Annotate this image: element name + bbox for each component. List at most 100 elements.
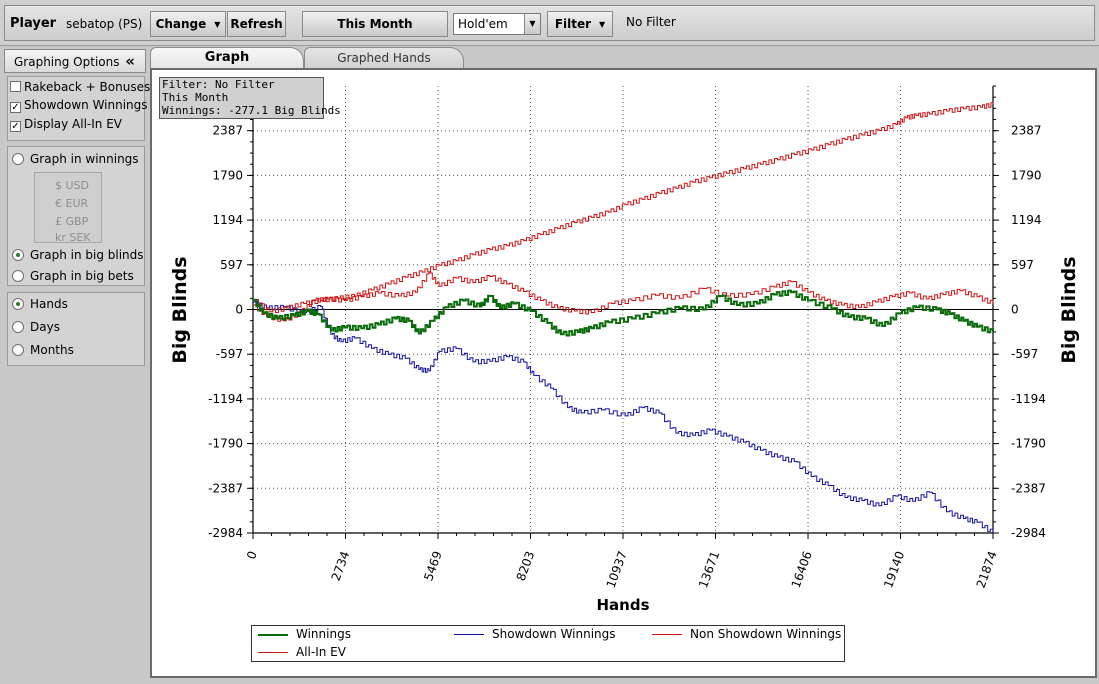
tab-graph-label: Graph	[204, 50, 250, 65]
radio-selected-icon[interactable]	[12, 249, 24, 261]
months-label: Months	[30, 343, 74, 357]
legend-item-all-in-ev: All-In EV	[258, 645, 346, 659]
game-type-select[interactable]: Hold'em ▼	[453, 13, 541, 35]
filter-button[interactable]: Filter ▼	[547, 11, 613, 37]
y-tick-label-left: -597	[216, 347, 243, 361]
y-axis-title-left: Big Blinds	[169, 256, 191, 363]
checkbox-checked-icon[interactable]: ✓	[10, 121, 21, 132]
y-tick-label-right: -2984	[1011, 526, 1046, 540]
y-tick-label-right: -1194	[1011, 392, 1046, 406]
radio-icon[interactable]	[12, 321, 24, 333]
x-axis-title: Hands	[596, 596, 649, 614]
display-allin-ev-label: Display All-In EV	[24, 117, 123, 131]
game-type-value: Hold'em	[458, 17, 508, 31]
y-tick-label-right: -597	[1011, 347, 1038, 361]
y-tick-label-right: 2387	[1011, 124, 1042, 138]
y-tick-label-left: 1194	[212, 213, 243, 227]
legend-item-winnings: Winnings	[258, 627, 351, 641]
graph-in-big-blinds-label: Graph in big blinds	[30, 248, 144, 262]
rakeback-bonuses-label: Rakeback + Bonuses	[24, 80, 151, 94]
legend-swatch	[454, 634, 484, 635]
x-tick-label: 10937	[604, 549, 630, 590]
refresh-button[interactable]: Refresh	[227, 11, 286, 37]
legend-swatch	[258, 652, 288, 653]
hands-radio[interactable]: Hands	[12, 297, 68, 311]
period-button[interactable]: This Month	[302, 11, 448, 37]
dropdown-arrow-icon: ▼	[599, 19, 606, 29]
collapse-icon[interactable]: «	[125, 52, 135, 70]
series-line-showdown-winnings	[253, 300, 994, 533]
display-allin-ev-checkbox[interactable]: ✓ Display All-In EV	[10, 117, 122, 132]
y-tick-label-left: -1194	[208, 392, 243, 406]
player-label: Player	[10, 16, 57, 31]
x-tick-label: 8203	[514, 549, 538, 582]
currency-usd: $ USD	[55, 179, 89, 192]
series-line-non-showdown-winnings	[253, 272, 994, 322]
radio-icon[interactable]	[12, 153, 24, 165]
legend-swatch	[258, 633, 288, 636]
period-button-label: This Month	[337, 17, 413, 31]
currency-eur: € EUR	[55, 197, 89, 210]
chart-labels: 0 2734 5469 8203 10937 13671 16406 19140 21874 23…	[169, 124, 1080, 614]
hands-label: Hands	[30, 297, 68, 311]
currency-sek: kr SEK	[55, 231, 91, 244]
x-tick-label: 2734	[329, 549, 353, 582]
months-radio[interactable]: Months	[12, 343, 74, 357]
showdown-winnings-label: Showdown Winnings	[24, 98, 148, 112]
days-label: Days	[30, 320, 60, 334]
y-tick-label-left: -1790	[208, 437, 243, 451]
y-tick-label-right: 0	[1011, 303, 1019, 317]
radio-selected-icon[interactable]	[12, 298, 24, 310]
x-tick-label: 0	[244, 549, 260, 561]
refresh-button-label: Refresh	[230, 17, 283, 31]
legend-label: Non Showdown Winnings	[690, 627, 842, 641]
rakeback-bonuses-checkbox[interactable]: Rakeback + Bonuses	[10, 80, 150, 94]
y-tick-label-right: 1790	[1011, 168, 1042, 182]
legend-item-showdown-winnings: Showdown Winnings	[454, 627, 616, 641]
x-tick-label: 13671	[696, 549, 722, 590]
change-button-label: Change	[155, 17, 207, 31]
y-tick-label-left: -2387	[208, 481, 243, 495]
radio-icon[interactable]	[12, 344, 24, 356]
x-tick-label: 5469	[421, 549, 445, 582]
graph-in-big-bets-label: Graph in big bets	[30, 269, 134, 283]
tab-graphed-hands[interactable]: Graphed Hands	[304, 47, 464, 69]
graph-in-big-blinds-radio[interactable]: Graph in big blinds	[12, 248, 144, 262]
y-tick-label-left: 0	[235, 303, 243, 317]
player-name: sebatop (PS)	[66, 17, 143, 31]
legend-swatch	[652, 634, 682, 635]
graph-in-winnings-radio[interactable]: Graph in winnings	[12, 152, 139, 166]
legend-label: Winnings	[296, 627, 351, 641]
filter-button-label: Filter	[554, 17, 592, 31]
tab-graph[interactable]: Graph	[150, 47, 304, 69]
chart-legend: Winnings Showdown Winnings Non Showdown …	[251, 625, 845, 662]
radio-icon[interactable]	[12, 270, 24, 282]
graph-in-winnings-label: Graph in winnings	[30, 152, 139, 166]
legend-item-non-showdown-winnings: Non Showdown Winnings	[652, 627, 841, 641]
graphing-options-title: Graphing Options	[14, 55, 120, 69]
change-button[interactable]: Change ▼	[150, 11, 226, 37]
series-line-all-in-ev	[253, 102, 994, 313]
checkbox-icon[interactable]	[10, 81, 21, 92]
filter-status: No Filter	[626, 15, 676, 29]
y-tick-label-right: -2387	[1011, 481, 1046, 495]
y-axis-title-right: Big Blinds	[1058, 256, 1080, 363]
y-tick-label-right: -1790	[1011, 437, 1046, 451]
days-radio[interactable]: Days	[12, 320, 60, 334]
checkbox-checked-icon[interactable]: ✓	[10, 102, 21, 113]
graphing-options-header: Graphing Options «	[4, 49, 146, 73]
currency-gbp: £ GBP	[55, 215, 89, 228]
filter-info-box: Filter: No Filter This Month Winnings: -…	[159, 77, 341, 119]
chart-axes	[247, 85, 999, 539]
chart-grid	[253, 86, 993, 533]
graph-area	[150, 68, 1097, 678]
graph-in-big-bets-radio[interactable]: Graph in big bets	[12, 269, 134, 283]
y-tick-label-left: 597	[220, 258, 243, 272]
showdown-winnings-checkbox[interactable]: ✓ Showdown Winnings	[10, 98, 148, 113]
chevron-down-icon[interactable]: ▼	[524, 14, 540, 34]
display-options-box	[7, 76, 145, 141]
legend-label: All-In EV	[296, 645, 346, 659]
y-tick-label-left: -2984	[208, 526, 243, 540]
x-tick-label: 19140	[881, 549, 907, 590]
